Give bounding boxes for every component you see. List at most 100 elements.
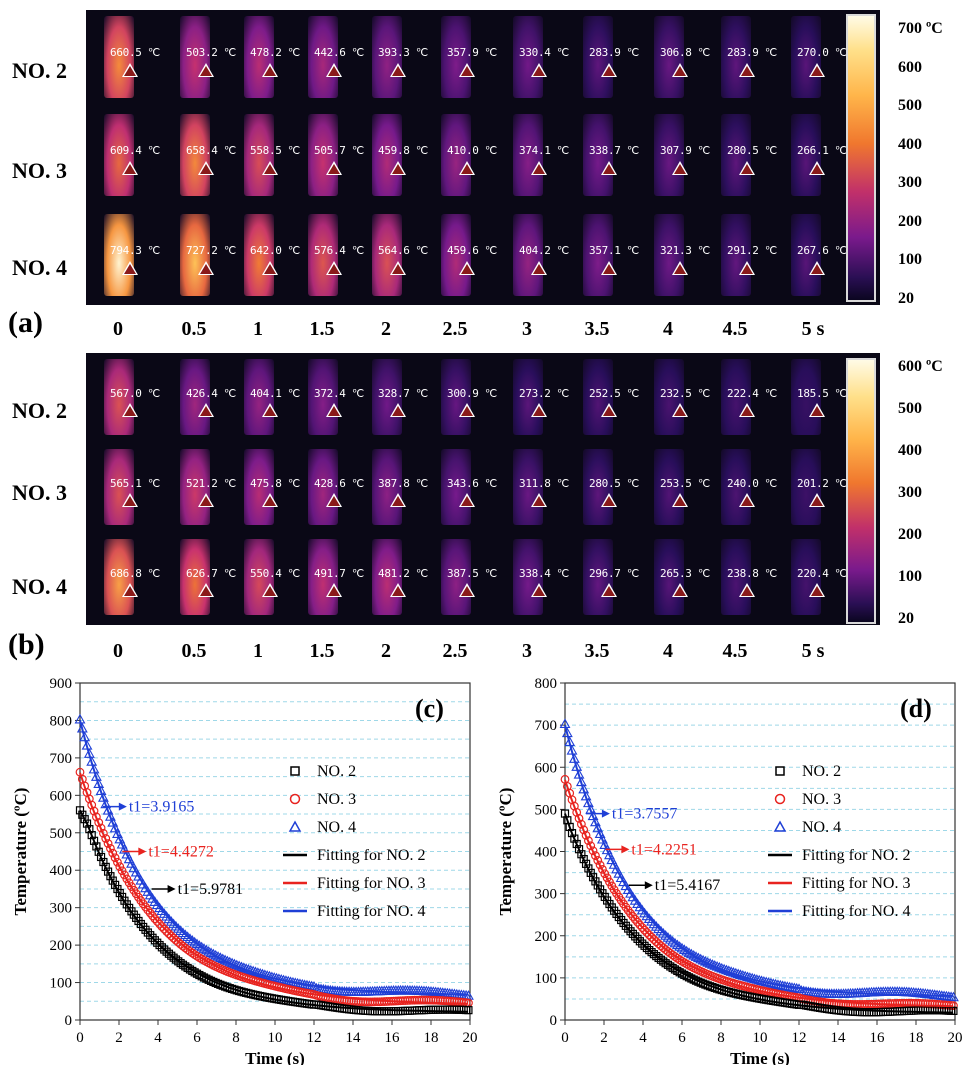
temperature-readout: 428.6 ℃ <box>314 477 364 491</box>
time-label: 1 <box>253 640 263 662</box>
temperature-readout: 442.6 ℃ <box>314 46 364 60</box>
specimen-1-5 <box>441 449 471 525</box>
marker-triangle <box>672 492 688 507</box>
specimen-1-6 <box>513 114 543 196</box>
marker-square <box>567 828 577 838</box>
legend-label: Fitting for NO. 2 <box>802 847 910 864</box>
specimen-0-6 <box>513 359 543 435</box>
marker-circle <box>633 917 642 927</box>
marker-triangle <box>122 160 138 175</box>
marker-triangle <box>161 910 173 921</box>
marker-triangle <box>168 918 180 929</box>
marker-triangle <box>601 160 617 175</box>
marker-triangle <box>459 260 475 275</box>
temperature-readout: 576.4 ℃ <box>314 244 364 258</box>
marker-triangle <box>116 838 128 849</box>
marker-square <box>949 1006 958 1016</box>
marker-triangle <box>601 62 617 77</box>
temperature-readout: 426.4 ℃ <box>186 387 236 401</box>
fit-line <box>564 724 954 997</box>
temperature-readout: 642.0 ℃ <box>250 244 300 258</box>
specimen-0-2 <box>244 359 274 435</box>
temperature-readout: 393.3 ℃ <box>378 46 428 60</box>
marker-triangle <box>531 492 547 507</box>
legend-marker <box>775 766 785 776</box>
marker-triangle <box>739 160 755 175</box>
x-tick-label: 6 <box>193 1030 201 1046</box>
y-tick-label: 900 <box>50 676 73 692</box>
marker-square <box>876 1007 885 1017</box>
specimen-0-0 <box>104 16 134 98</box>
marker-triangle <box>102 804 114 815</box>
time-label: 3.5 <box>584 318 610 340</box>
marker-circle <box>91 812 101 822</box>
annotation-arrowhead <box>621 845 630 854</box>
marker-square <box>143 928 152 937</box>
specimen-1-2 <box>244 449 274 525</box>
temperature-readout: 330.4 ℃ <box>519 46 569 60</box>
marker-circle <box>108 848 118 858</box>
marker-circle <box>96 823 106 833</box>
marker-triangle <box>182 931 194 942</box>
marker-triangle <box>809 402 825 417</box>
marker-triangle <box>262 160 278 175</box>
x-tick-label: 0 <box>76 1030 84 1046</box>
annotation-label: t1=4.4272 <box>148 844 213 861</box>
marker-square <box>570 834 579 843</box>
marker-triangle <box>739 402 755 417</box>
marker-square <box>150 936 159 945</box>
legend-marker <box>289 793 301 805</box>
specimen-1-3 <box>308 449 338 525</box>
specimen-1-9 <box>721 114 751 196</box>
marker-circle <box>89 806 99 816</box>
temperature-readout: 794.3 ℃ <box>110 244 160 258</box>
temperature-readout: 567.0 ℃ <box>110 387 160 401</box>
marker-circle <box>574 813 584 823</box>
temperature-readout: 521.2 ℃ <box>186 477 236 491</box>
marker-triangle <box>107 816 119 827</box>
marker-triangle <box>531 160 547 175</box>
chart-c: 0 100 200 300 400 500 600 700 800 900 0 2 4 6 8 10 12 14 1… <box>11 676 478 1065</box>
marker-square <box>581 859 591 868</box>
temperature-readout: 558.5 ℃ <box>250 144 300 158</box>
time-label: 0.5 <box>181 640 207 662</box>
marker-triangle <box>122 62 138 77</box>
time-label: 0 <box>113 318 123 340</box>
legend-label: NO. 4 <box>317 819 356 836</box>
marker-triangle <box>390 492 406 507</box>
marker-triangle <box>643 913 655 923</box>
temperature-readout: 491.7 ℃ <box>314 567 364 581</box>
marker-square <box>633 934 642 943</box>
x-tick-label: 18 <box>909 1030 924 1046</box>
temperature-readout: 280.5 ℃ <box>727 144 777 158</box>
marker-triangle <box>739 492 755 507</box>
marker-triangle <box>589 816 601 827</box>
temperature-readout: 459.8 ℃ <box>378 144 428 158</box>
temperature-readout: 306.8 ℃ <box>660 46 710 60</box>
marker-circle <box>642 928 652 937</box>
marker-triangle <box>674 941 686 951</box>
specimen-2-6 <box>513 214 543 296</box>
time-label: 2 <box>381 318 391 340</box>
marker-square <box>619 918 628 928</box>
marker-triangle <box>531 260 547 275</box>
x-tick-label: 10 <box>753 1030 768 1046</box>
row-label: NO. 4 <box>12 255 67 280</box>
time-label: 2.5 <box>442 640 468 662</box>
marker-triangle <box>390 62 406 77</box>
temperature-readout: 475.8 ℃ <box>250 477 300 491</box>
marker-circle <box>103 839 113 848</box>
temperature-readout: 505.7 ℃ <box>314 144 364 158</box>
marker-circle <box>145 908 155 918</box>
colorbar-tick: 500 <box>898 400 922 417</box>
marker-triangle <box>671 939 683 950</box>
series-no4-markers <box>74 713 474 1000</box>
marker-triangle <box>326 492 342 507</box>
marker-circle <box>87 800 97 810</box>
marker-triangle <box>262 402 278 417</box>
temperature-readout: 307.9 ℃ <box>660 144 710 158</box>
marker-triangle <box>326 402 342 417</box>
temperature-readout: 185.5 ℃ <box>797 387 847 401</box>
temperature-readout: 503.2 ℃ <box>186 46 236 60</box>
marker-circle <box>94 818 104 827</box>
